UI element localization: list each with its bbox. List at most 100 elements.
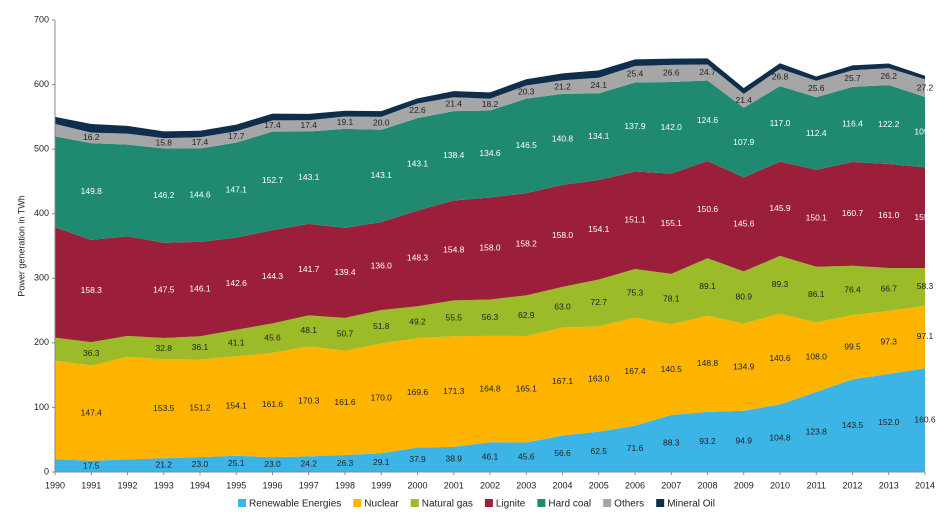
x-tick-label: 2013 — [879, 480, 899, 490]
value-label: 141.7 — [298, 264, 320, 274]
value-label: 88.3 — [663, 438, 680, 448]
value-label: 20.3 — [518, 86, 535, 96]
value-label: 36.3 — [83, 348, 100, 358]
legend-swatch — [537, 499, 546, 507]
legend-label: Mineral Oil — [667, 499, 715, 510]
value-label: 26.8 — [772, 72, 789, 82]
value-label: 134.1 — [588, 131, 610, 141]
x-tick-label: 2003 — [516, 480, 536, 490]
value-label: 164.8 — [479, 383, 501, 393]
value-label: 149.8 — [81, 186, 103, 196]
legend-label: Nuclear — [364, 499, 399, 510]
value-label: 89.3 — [772, 279, 789, 289]
value-label: 152.7 — [262, 175, 284, 185]
value-label: 80.9 — [735, 292, 752, 302]
value-label: 116.4 — [842, 119, 863, 129]
x-tick-label: 1994 — [190, 480, 210, 490]
value-label: 112.4 — [806, 128, 827, 138]
value-label: 145.6 — [733, 219, 755, 229]
value-label: 17.4 — [300, 120, 317, 130]
x-tick-label: 2014 — [915, 480, 935, 490]
legend-label: Hard coal — [548, 499, 591, 510]
value-label: 16.2 — [83, 132, 100, 142]
value-label: 144.6 — [189, 189, 211, 199]
y-tick-label: 500 — [34, 144, 49, 154]
value-label: 24.7 — [699, 67, 716, 77]
value-label: 25.4 — [627, 68, 644, 78]
value-label: 160.7 — [842, 208, 864, 218]
value-label: 158.0 — [552, 230, 574, 240]
value-label: 107.9 — [733, 137, 755, 147]
value-label: 109.0 — [914, 126, 936, 136]
value-label: 138.4 — [443, 150, 465, 160]
value-label: 142.6 — [226, 278, 248, 288]
value-label: 151.2 — [189, 403, 211, 413]
value-label: 21.2 — [155, 459, 172, 469]
x-tick-label: 1993 — [154, 480, 174, 490]
value-label: 76.4 — [844, 285, 861, 295]
value-label: 21.2 — [554, 81, 571, 91]
value-label: 154.1 — [226, 400, 248, 410]
value-label: 146.5 — [516, 140, 538, 150]
value-label: 37.9 — [409, 454, 426, 464]
value-label: 108.0 — [806, 351, 828, 361]
legend-label: Lignite — [496, 499, 526, 510]
value-label: 99.5 — [844, 341, 861, 351]
value-label: 21.4 — [735, 95, 752, 105]
value-label: 24.1 — [590, 80, 607, 90]
value-label: 150.6 — [697, 204, 719, 214]
value-label: 148.8 — [697, 358, 719, 368]
value-label: 26.2 — [880, 71, 897, 81]
value-label: 161.6 — [334, 397, 356, 407]
value-label: 51.8 — [373, 321, 390, 331]
value-label: 144.3 — [262, 271, 284, 281]
legend-swatch — [484, 499, 493, 507]
area — [55, 160, 925, 343]
value-label: 139.4 — [334, 267, 356, 277]
value-label: 38.9 — [445, 454, 462, 464]
legend-label: Others — [614, 499, 644, 510]
area — [55, 58, 925, 139]
value-label: 136.0 — [371, 260, 393, 270]
x-tick-label: 1991 — [81, 480, 101, 490]
value-label: 155.1 — [661, 218, 683, 228]
legend-swatch — [603, 499, 612, 507]
value-label: 124.6 — [697, 115, 719, 125]
area — [55, 64, 925, 149]
value-label: 18.2 — [482, 99, 499, 109]
value-label: 25.6 — [808, 83, 825, 93]
value-label: 72.7 — [590, 297, 607, 307]
value-label: 27.2 — [917, 82, 934, 92]
value-label: 158.0 — [479, 243, 501, 253]
y-tick-label: 600 — [34, 79, 49, 89]
x-tick-label: 1992 — [117, 480, 137, 490]
area — [55, 80, 925, 243]
x-tick-label: 2004 — [552, 480, 572, 490]
value-label: 146.1 — [189, 283, 211, 293]
value-label: 86.1 — [808, 289, 825, 299]
value-label: 150.1 — [806, 213, 828, 223]
value-label: 75.3 — [627, 288, 644, 298]
value-label: 50.7 — [337, 329, 354, 339]
value-label: 167.1 — [552, 376, 574, 386]
value-label: 158.3 — [81, 285, 103, 295]
value-label: 71.6 — [627, 443, 644, 453]
value-label: 147.4 — [81, 407, 103, 417]
value-label: 22.6 — [409, 105, 426, 115]
value-label: 170.3 — [298, 396, 320, 406]
value-label: 165.1 — [516, 384, 538, 394]
value-label: 93.2 — [699, 436, 716, 446]
area — [55, 255, 925, 366]
value-label: 158.2 — [516, 239, 538, 249]
y-tick-label: 200 — [34, 337, 49, 347]
value-label: 46.1 — [482, 451, 499, 461]
x-tick-label: 2008 — [697, 480, 717, 490]
value-label: 143.1 — [298, 172, 320, 182]
value-label: 41.1 — [228, 337, 245, 347]
legend-label: Renewable Energies — [249, 499, 341, 510]
value-label: 161.0 — [878, 210, 900, 220]
value-label: 143.1 — [371, 170, 393, 180]
value-label: 143.1 — [407, 159, 429, 169]
legend-label: Natural gas — [422, 499, 473, 510]
legend: Renewable Energies Nuclear Natural gas Lign… — [238, 499, 715, 510]
